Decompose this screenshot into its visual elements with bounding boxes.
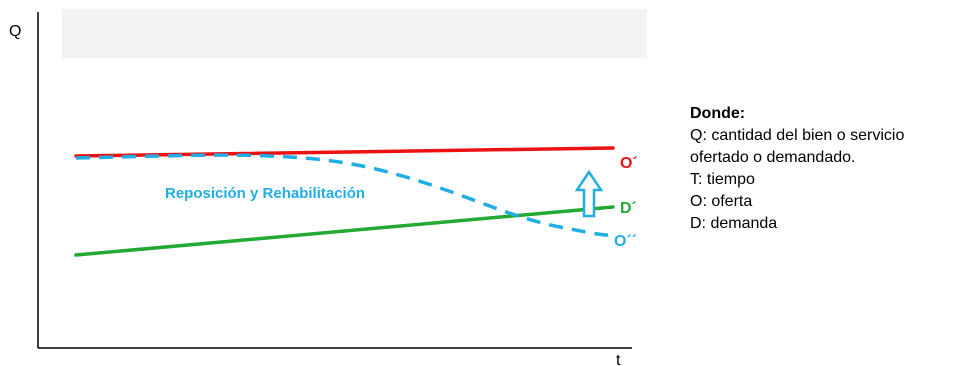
legend-line: ofertado o demandado. (690, 149, 856, 166)
demand-label: D´ (620, 200, 637, 217)
legend-line: Q: cantidad del bien o servicio (690, 127, 905, 144)
legend: Donde: Q: cantidad del bien o servicio o… (690, 103, 975, 235)
x-axis-label: t (616, 352, 621, 366)
demand-line (74, 205, 615, 257)
background-band (62, 9, 647, 58)
degraded-supply-label: O´´ (614, 233, 637, 250)
supply-line (74, 146, 615, 158)
legend-line: O: oferta (690, 193, 753, 210)
y-axis-label: Q (9, 23, 21, 40)
legend-line: T: tiempo (690, 171, 755, 188)
legend-line: D: demanda (690, 215, 778, 232)
rehabilitation-arrow-icon (574, 169, 604, 218)
legend-title: Donde: (690, 105, 746, 122)
degraded-supply-curve (75, 153, 613, 237)
supply-label: O´ (620, 155, 638, 172)
rehabilitation-label: Reposición y Rehabilitación (165, 185, 365, 202)
